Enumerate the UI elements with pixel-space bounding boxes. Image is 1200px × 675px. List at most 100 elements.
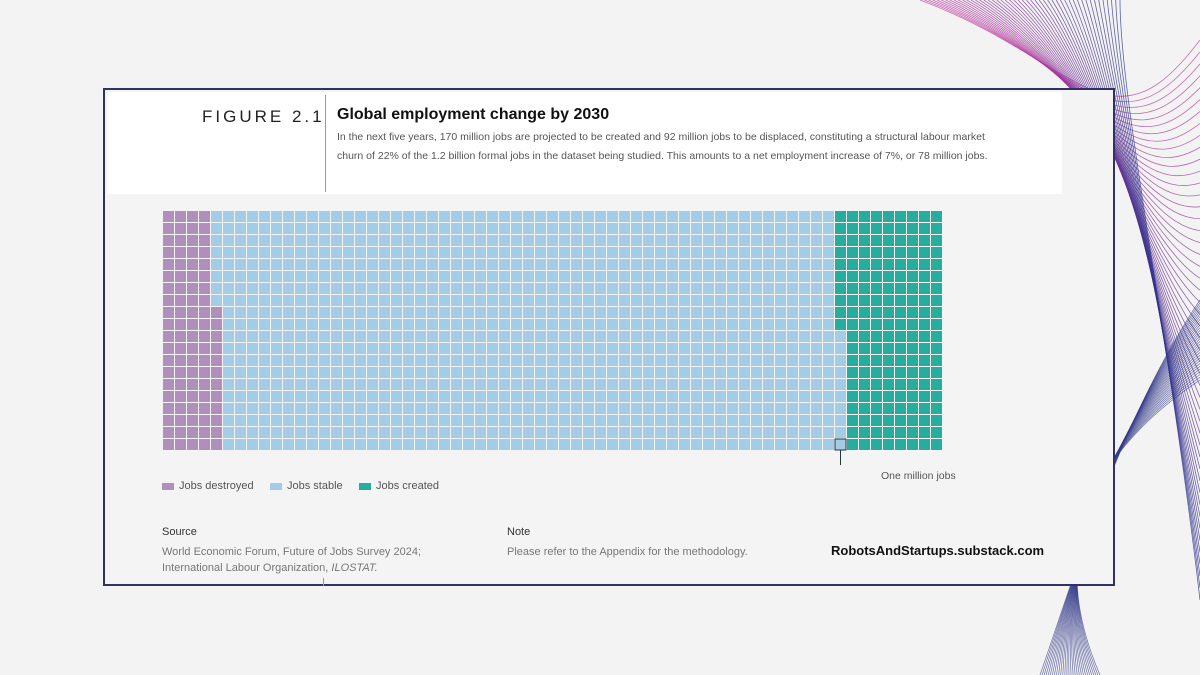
waffle-cell-stable bbox=[271, 403, 282, 414]
waffle-cell-created bbox=[835, 319, 846, 330]
waffle-cell-stable bbox=[523, 319, 534, 330]
waffle-cell-stable bbox=[343, 331, 354, 342]
waffle-cell-stable bbox=[571, 223, 582, 234]
waffle-cell-stable bbox=[643, 331, 654, 342]
waffle-cell-stable bbox=[691, 259, 702, 270]
waffle-cell-stable bbox=[715, 307, 726, 318]
waffle-cell-stable bbox=[691, 295, 702, 306]
waffle-cell-stable bbox=[619, 235, 630, 246]
waffle-cell-stable bbox=[751, 319, 762, 330]
waffle-cell-stable bbox=[475, 271, 486, 282]
waffle-cell-stable bbox=[427, 235, 438, 246]
waffle-cell-destroyed bbox=[199, 415, 210, 426]
waffle-cell-stable bbox=[667, 319, 678, 330]
waffle-cell-stable bbox=[787, 307, 798, 318]
waffle-cell-created bbox=[883, 307, 894, 318]
waffle-cell-stable bbox=[331, 295, 342, 306]
waffle-cell-stable bbox=[811, 271, 822, 282]
header-divider bbox=[325, 95, 326, 192]
waffle-cell-stable bbox=[451, 439, 462, 450]
waffle-cell-stable bbox=[451, 223, 462, 234]
waffle-cell-stable bbox=[295, 307, 306, 318]
waffle-cell-stable bbox=[715, 247, 726, 258]
waffle-cell-stable bbox=[571, 343, 582, 354]
waffle-cell-stable bbox=[751, 439, 762, 450]
waffle-cell-stable bbox=[619, 271, 630, 282]
waffle-cell-created bbox=[895, 295, 906, 306]
waffle-cell-stable bbox=[247, 367, 258, 378]
waffle-cell-destroyed bbox=[163, 415, 174, 426]
waffle-cell-stable bbox=[439, 391, 450, 402]
waffle-cell-created bbox=[859, 439, 870, 450]
waffle-cell-stable bbox=[475, 223, 486, 234]
waffle-cell-stable bbox=[415, 271, 426, 282]
waffle-cell-stable bbox=[259, 355, 270, 366]
waffle-cell-stable bbox=[559, 415, 570, 426]
waffle-cell-stable bbox=[319, 295, 330, 306]
waffle-cell-stable bbox=[775, 415, 786, 426]
waffle-cell-stable bbox=[775, 271, 786, 282]
waffle-cell-stable bbox=[295, 247, 306, 258]
waffle-cell-stable bbox=[523, 331, 534, 342]
waffle-cell-created bbox=[859, 331, 870, 342]
waffle-cell-stable bbox=[559, 367, 570, 378]
waffle-cell-stable bbox=[415, 319, 426, 330]
waffle-cell-stable bbox=[451, 247, 462, 258]
waffle-cell-stable bbox=[415, 247, 426, 258]
waffle-cell-created bbox=[883, 379, 894, 390]
waffle-cell-stable bbox=[283, 259, 294, 270]
waffle-cell-stable bbox=[823, 259, 834, 270]
waffle-cell-destroyed bbox=[187, 379, 198, 390]
waffle-cell-stable bbox=[451, 355, 462, 366]
waffle-cell-stable bbox=[559, 379, 570, 390]
waffle-cell-stable bbox=[367, 391, 378, 402]
waffle-cell-stable bbox=[607, 259, 618, 270]
waffle-cell-stable bbox=[643, 391, 654, 402]
waffle-cell-stable bbox=[703, 235, 714, 246]
waffle-cell-stable bbox=[463, 379, 474, 390]
waffle-cell-stable bbox=[835, 367, 846, 378]
waffle-cell-stable bbox=[583, 319, 594, 330]
waffle-cell-stable bbox=[535, 415, 546, 426]
waffle-cell-created bbox=[883, 415, 894, 426]
waffle-cell-stable bbox=[427, 295, 438, 306]
waffle-cell-created bbox=[847, 235, 858, 246]
waffle-cell-created bbox=[835, 247, 846, 258]
waffle-cell-stable bbox=[691, 319, 702, 330]
waffle-cell-created bbox=[859, 235, 870, 246]
waffle-cell-destroyed bbox=[163, 235, 174, 246]
waffle-cell-stable bbox=[571, 283, 582, 294]
waffle-cell-stable bbox=[727, 295, 738, 306]
waffle-cell-stable bbox=[235, 271, 246, 282]
waffle-cell-stable bbox=[679, 271, 690, 282]
waffle-cell-stable bbox=[379, 367, 390, 378]
waffle-cell-created bbox=[859, 355, 870, 366]
waffle-cell-created bbox=[907, 379, 918, 390]
waffle-cell-stable bbox=[619, 403, 630, 414]
waffle-cell-created bbox=[931, 391, 942, 402]
waffle-cell-stable bbox=[763, 247, 774, 258]
waffle-cell-stable bbox=[775, 211, 786, 222]
waffle-cell-stable bbox=[319, 211, 330, 222]
waffle-cell-stable bbox=[547, 283, 558, 294]
waffle-cell-stable bbox=[427, 319, 438, 330]
waffle-cell-stable bbox=[211, 283, 222, 294]
waffle-cell-stable bbox=[511, 439, 522, 450]
waffle-cell-stable bbox=[751, 283, 762, 294]
waffle-cell-destroyed bbox=[163, 367, 174, 378]
waffle-cell-stable bbox=[463, 403, 474, 414]
waffle-cell-stable bbox=[331, 439, 342, 450]
waffle-cell-stable bbox=[259, 283, 270, 294]
waffle-cell-stable bbox=[283, 319, 294, 330]
waffle-cell-stable bbox=[355, 223, 366, 234]
figure-header: FIGURE 2.1 Global employment change by 2… bbox=[107, 92, 1062, 194]
waffle-cell-stable bbox=[247, 319, 258, 330]
waffle-cell-stable bbox=[787, 259, 798, 270]
waffle-cell-stable bbox=[343, 427, 354, 438]
waffle-cell-stable bbox=[667, 427, 678, 438]
decorative-wave-line bbox=[1115, 0, 1200, 589]
waffle-cell-stable bbox=[715, 223, 726, 234]
waffle-cell-stable bbox=[595, 355, 606, 366]
waffle-cell-stable bbox=[535, 439, 546, 450]
waffle-cell-stable bbox=[499, 235, 510, 246]
